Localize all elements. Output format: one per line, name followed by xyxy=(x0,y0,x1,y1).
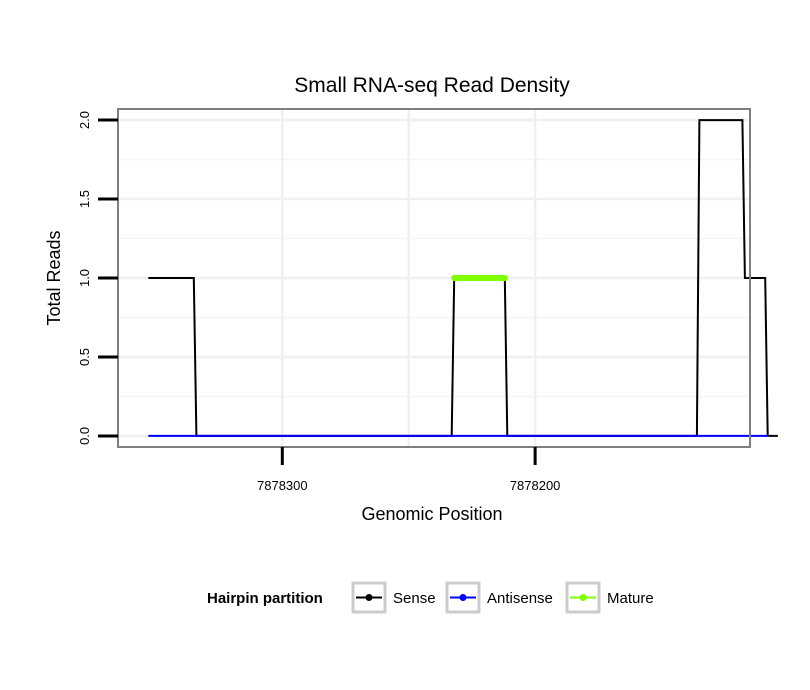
legend-item-antisense: Antisense xyxy=(445,581,553,614)
x-axis: 7878300 7878200 xyxy=(257,447,560,493)
legend-key-point xyxy=(459,594,467,601)
legend: Hairpin partition Sense Antisense Mature xyxy=(207,581,654,614)
legend-item-sense: Sense xyxy=(351,581,436,614)
chart-title: Small RNA-seq Read Density xyxy=(294,74,570,97)
legend-key-point xyxy=(365,594,373,601)
y-tick-label: 1.5 xyxy=(77,190,92,208)
y-tick-label: 0.0 xyxy=(77,427,92,445)
x-tick-label: 7878200 xyxy=(510,478,561,493)
legend-title: Hairpin partition xyxy=(207,590,323,607)
legend-label: Sense xyxy=(393,590,436,607)
grid-minor xyxy=(118,158,750,398)
x-tick-label: 7878300 xyxy=(257,478,308,493)
series-layer xyxy=(148,119,778,437)
x-axis-title: Genomic Position xyxy=(361,504,502,524)
legend-key-point xyxy=(579,594,587,601)
legend-item-mature: Mature xyxy=(565,581,654,614)
legend-label: Mature xyxy=(607,590,654,607)
y-tick-label: 2.0 xyxy=(77,111,92,129)
y-tick-label: 1.0 xyxy=(77,269,92,287)
y-axis-title: Total Reads xyxy=(44,230,64,325)
legend-label: Antisense xyxy=(487,590,553,607)
y-tick-label: 0.5 xyxy=(77,348,92,366)
y-axis: 0.0 0.5 1.0 1.5 2.0 xyxy=(77,111,118,445)
